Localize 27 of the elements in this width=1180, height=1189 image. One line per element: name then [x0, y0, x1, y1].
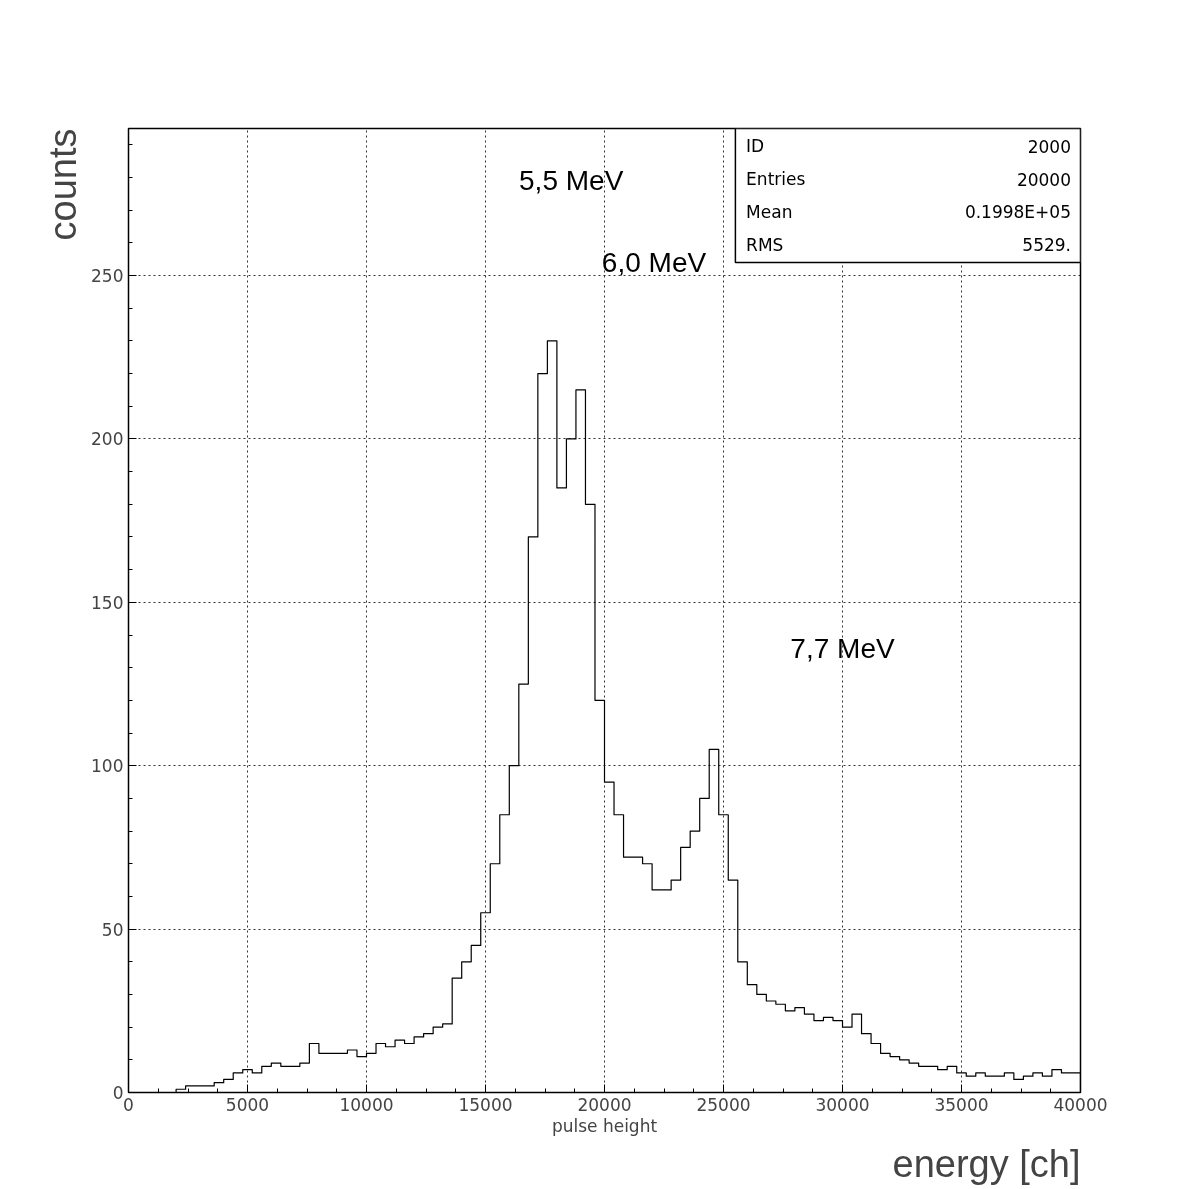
- annotation: 0.1998E+05: [964, 201, 1071, 222]
- x-tick-label: 35000: [934, 1094, 989, 1115]
- annotation: RMS: [746, 234, 784, 255]
- annotation: 6,0 MeV: [601, 246, 707, 278]
- x-tick-label: 40000: [1053, 1094, 1108, 1115]
- annotation: 5529.: [1022, 235, 1071, 256]
- annotation: 2000: [1027, 136, 1071, 157]
- text: pulse height: [551, 1115, 658, 1136]
- y-tick-label: 200: [91, 429, 124, 450]
- annotation: 5,5 MeV: [519, 164, 624, 196]
- y-axis-title: counts: [41, 128, 84, 241]
- x-tick-label: 10000: [339, 1094, 394, 1115]
- x-tick-label: 5000: [225, 1094, 270, 1115]
- annotation: Mean: [746, 201, 793, 222]
- y-tick-label: 250: [91, 266, 124, 287]
- annotation: Entries: [746, 169, 806, 190]
- annotation: 7,7 MeV: [790, 632, 895, 664]
- x-tick-label: 20000: [577, 1094, 632, 1115]
- y-tick-label: 50: [101, 919, 124, 940]
- x-axis-title: energy [ch]: [892, 1142, 1081, 1185]
- x-tick-label: 15000: [458, 1094, 513, 1115]
- y-tick-label: 150: [91, 592, 124, 613]
- x-tick-label: 25000: [696, 1094, 751, 1115]
- annotation: 20000: [1016, 169, 1071, 190]
- y-tick-label: 100: [91, 756, 124, 777]
- x-tick-label: 30000: [815, 1094, 870, 1115]
- annotation: ID: [746, 136, 765, 157]
